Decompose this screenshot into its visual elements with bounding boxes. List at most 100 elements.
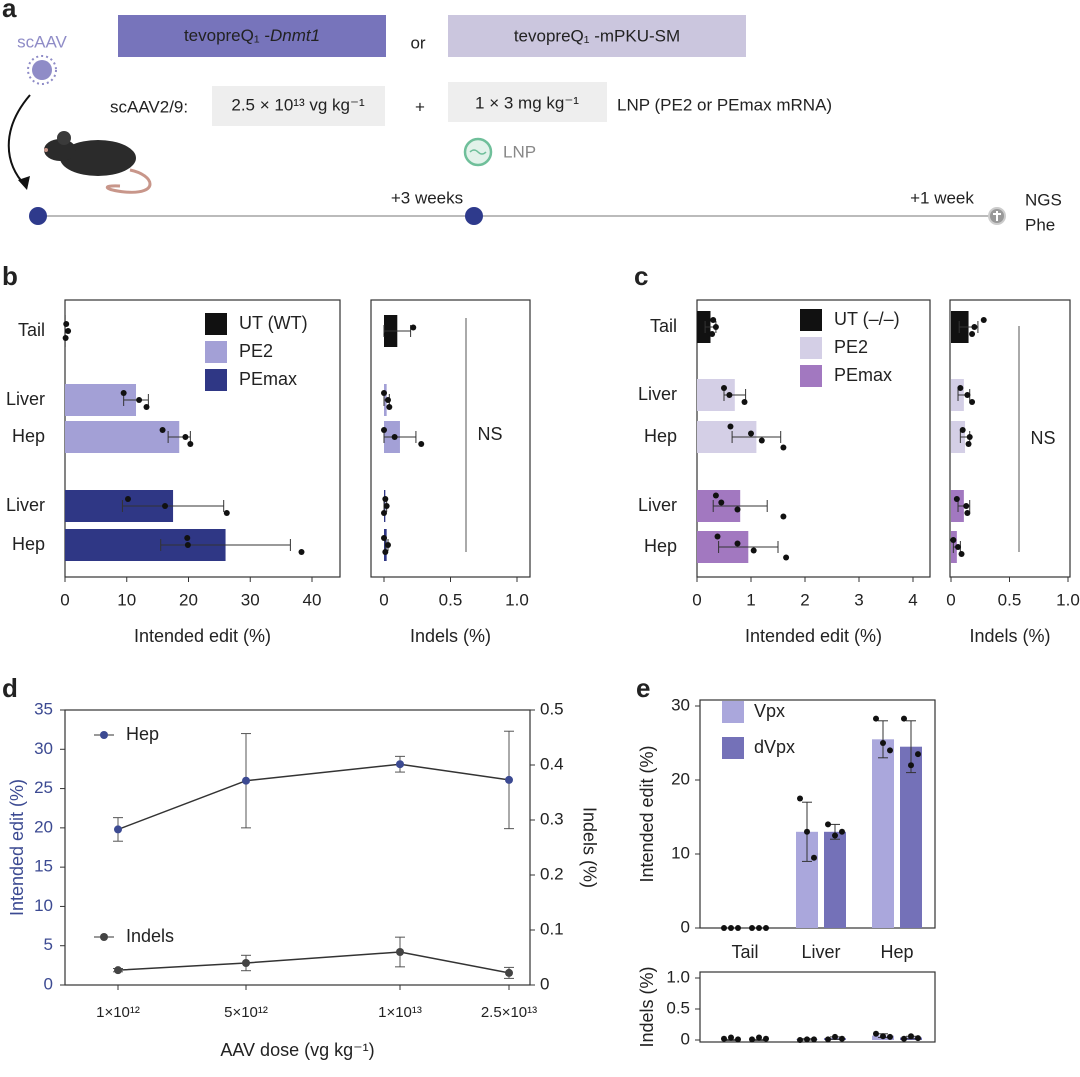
data-point [901,1035,907,1042]
data-point [710,317,717,323]
legend-label: Indels [126,926,174,946]
category-label: Hep [644,426,677,446]
lnp-label: LNP [503,142,536,161]
y2-tick-label: 0.1 [540,919,564,938]
data-point [184,542,191,548]
data-point [728,925,734,931]
data-point [749,925,755,931]
y-tick-label: 35 [34,699,53,718]
arrow [7,94,31,186]
data-point [748,430,754,437]
data-point [114,966,122,975]
data-point [383,331,390,338]
data-point [887,1033,893,1040]
y-tick-label: 15 [34,857,53,876]
plot-frame [64,709,531,986]
data-point [718,499,725,506]
data-point [62,335,69,341]
data-point [65,328,72,334]
series-line [117,951,510,974]
aav-dose: 2.5 × 10¹³ vg kg⁻¹ [231,95,365,114]
y-tick-label: 30 [671,695,690,714]
data-point [873,1030,879,1037]
data-point [184,535,191,541]
data-point [756,1034,762,1041]
x-tick-label: 20 [179,590,198,609]
data-point [505,775,513,784]
panel-label: a [2,0,17,23]
category-label: Liver [638,495,677,515]
data-point [873,715,879,722]
plot-frame [699,971,936,1043]
mouse-icon [44,131,152,194]
legend-label: PE2 [239,341,273,361]
data-point [950,537,957,543]
data-point [114,825,122,834]
data-point [957,385,964,391]
legend-label: PE2 [834,337,868,357]
x-tick-label: 0 [379,590,388,609]
x-tick-label: 1×10¹² [96,1004,140,1021]
x-tick-label: Liver [801,942,840,962]
data-point [721,385,727,391]
legend-label: Vpx [754,701,785,721]
y-tick-label: 0 [681,1029,690,1048]
virus-icon [32,60,52,80]
legend-marker [100,731,108,739]
x-tick-label: 4 [908,590,917,609]
data-point [383,503,390,509]
data-point [124,496,131,502]
data-point [298,549,305,555]
y-tick-label: 0.5 [666,998,690,1017]
lnp-dose: 1 × 3 mg kg⁻¹ [475,93,579,112]
bar [872,739,894,928]
data-point [384,542,391,548]
data-point [396,760,404,769]
legend-swatch [722,737,744,759]
legend-swatch [205,341,227,363]
data-point [980,317,987,323]
annotation: NS [477,424,502,444]
data-point [187,441,194,447]
x-tick-label: 0 [60,590,69,609]
timepoint-label: +1 week [910,188,974,207]
x-tick-label: 0.5 [439,590,463,609]
readout: NGS [1025,190,1062,209]
data-point [242,776,250,785]
data-point [783,554,790,561]
panel-label: d [2,673,18,703]
virus-icon [27,55,57,85]
data-point [915,1035,921,1042]
y-tick-label: 20 [671,769,690,788]
data-point [811,854,817,861]
or-label: or [410,33,425,52]
bar [65,421,180,453]
data-point [735,925,741,931]
data-point [721,925,727,931]
x-axis-label: AAV dose (vg kg⁻¹) [220,1040,374,1060]
y-tick-label: 10 [34,896,53,915]
category-label: Liver [6,389,45,409]
x-axis-label: Intended edit (%) [745,626,882,646]
y-tick-label: 0 [681,917,690,936]
data-point [963,503,970,509]
data-point [712,324,719,330]
data-point [750,547,757,554]
data-point [381,510,387,516]
category-label: Liver [638,384,677,404]
series-line [117,763,510,831]
legend-label: UT (–/–) [834,309,900,329]
y2-tick-label: 0.4 [540,754,564,773]
data-point [63,321,70,327]
category-label: Liver [6,495,45,515]
data-point [804,1036,810,1043]
plus-label: + [415,97,425,116]
y-axis-label: Intended edit (%) [7,779,27,916]
data-point [880,1033,886,1040]
category-label: Tail [18,320,45,340]
data-point [958,551,965,557]
timepoint-label: +3 weeks [391,188,463,207]
data-point [971,324,978,330]
data-point [797,1037,803,1043]
data-point [758,437,765,444]
